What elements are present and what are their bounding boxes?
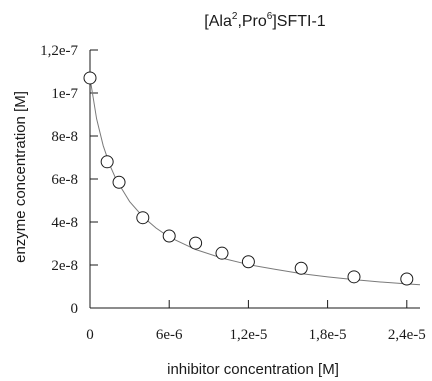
y-tick-label: 1,2e-7: [40, 43, 78, 59]
data-point: [294, 261, 308, 275]
y-tick-label: 8e-8: [51, 129, 78, 145]
x-tick-label: 6e-6: [156, 327, 183, 343]
data-point: [347, 270, 361, 284]
data-point: [100, 155, 114, 169]
x-axis-label: inhibitor concentration [M]: [167, 361, 339, 378]
y-axis-label: enzyme concentration [M]: [12, 91, 29, 263]
x-tick-label: 2,4e-5: [388, 327, 426, 343]
y-tick-label: 0: [71, 301, 79, 317]
x-ticks: 0 6e-6 1,2e-5 1,8e-5 2,4e-5: [86, 300, 426, 343]
data-points: [83, 71, 414, 286]
data-point: [400, 272, 414, 286]
data-point: [215, 246, 229, 260]
data-point: [112, 175, 126, 189]
y-tick-label: 6e-8: [51, 172, 78, 188]
chart-title: [Ala2,Pro6]SFTI-1: [204, 11, 325, 30]
y-tick-label: 4e-8: [51, 215, 78, 231]
x-tick-label: 1,8e-5: [309, 327, 347, 343]
y-tick-label: 2e-8: [51, 258, 78, 274]
data-point: [83, 71, 97, 85]
fit-curve: [89, 77, 421, 286]
x-tick-label: 1,2e-5: [229, 327, 267, 343]
data-point: [189, 236, 203, 250]
data-point: [162, 229, 176, 243]
data-point: [136, 211, 150, 225]
y-ticks: 0 2e-8 4e-8 6e-8 8e-8 1e-7 1,2e-7: [40, 43, 98, 317]
x-tick-label: 0: [86, 327, 94, 343]
y-tick-label: 1e-7: [51, 86, 78, 102]
data-point: [241, 255, 255, 269]
